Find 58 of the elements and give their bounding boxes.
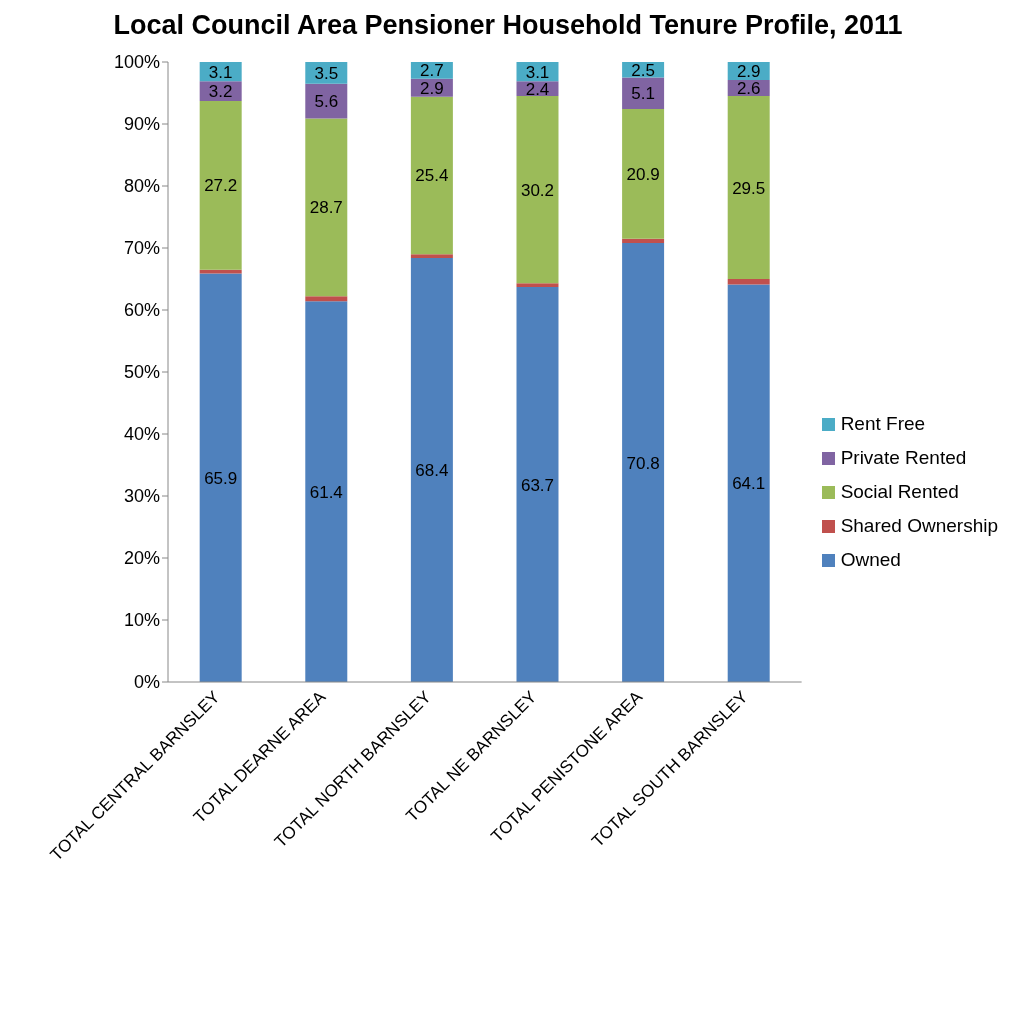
y-tick-label: 100% bbox=[113, 52, 160, 73]
bar bbox=[410, 257, 453, 682]
bar bbox=[516, 287, 559, 682]
data-label: 28.7 bbox=[309, 198, 343, 218]
data-label: 70.8 bbox=[626, 453, 660, 473]
data-label: 3.1 bbox=[208, 62, 233, 82]
data-label: 30.2 bbox=[520, 180, 555, 200]
data-label: 25.4 bbox=[415, 166, 449, 186]
data-label: 2.7 bbox=[420, 61, 444, 81]
bar bbox=[516, 283, 559, 288]
y-tick-label: 60% bbox=[123, 300, 160, 321]
data-label: 2.9 bbox=[420, 78, 444, 98]
y-tick-label: 0% bbox=[133, 672, 160, 693]
data-label: 2.5 bbox=[631, 60, 655, 80]
legend-label: Owned bbox=[840, 549, 901, 571]
bar bbox=[305, 296, 348, 302]
data-label: 61.4 bbox=[309, 482, 343, 502]
bar bbox=[622, 238, 665, 244]
chart-title: Local Council Area Pensioner Household Tenure Profile, 2011 bbox=[112, 9, 904, 42]
bar bbox=[410, 96, 453, 255]
bar bbox=[727, 96, 770, 279]
bar bbox=[199, 273, 242, 682]
bar bbox=[622, 243, 665, 682]
legend-label: Social Rented bbox=[840, 481, 959, 503]
data-label: 63.7 bbox=[520, 475, 555, 495]
data-label: 5.6 bbox=[314, 92, 339, 112]
y-tick-label: 20% bbox=[123, 548, 160, 569]
data-label: 2.9 bbox=[736, 62, 761, 82]
y-tick-label: 80% bbox=[123, 176, 160, 197]
bar bbox=[305, 301, 348, 682]
data-label: 27.2 bbox=[204, 176, 238, 196]
bar bbox=[516, 96, 559, 284]
bar bbox=[410, 254, 453, 258]
data-label: 3.1 bbox=[525, 62, 550, 82]
data-label: 2.4 bbox=[525, 79, 550, 99]
y-tick-label: 30% bbox=[123, 486, 160, 507]
legend-label: Rent Free bbox=[840, 413, 926, 435]
data-label: 29.5 bbox=[732, 178, 766, 198]
data-label: 20.9 bbox=[626, 164, 660, 184]
bar bbox=[727, 284, 770, 682]
data-label: 2.6 bbox=[736, 79, 761, 99]
data-label: 64.1 bbox=[732, 474, 766, 494]
bar bbox=[305, 118, 348, 297]
legend-label: Shared Ownership bbox=[840, 515, 998, 537]
legend-label: Private Rented bbox=[840, 447, 967, 469]
data-label: 65.9 bbox=[204, 468, 238, 488]
y-tick-label: 70% bbox=[123, 238, 160, 259]
bar bbox=[199, 101, 242, 270]
data-label: 3.5 bbox=[314, 63, 339, 83]
bar bbox=[622, 109, 665, 239]
data-label: 3.2 bbox=[208, 82, 233, 102]
y-tick-label: 50% bbox=[123, 362, 160, 383]
y-tick-label: 40% bbox=[123, 424, 160, 445]
y-tick-label: 10% bbox=[123, 610, 160, 631]
data-label: 5.1 bbox=[631, 84, 655, 104]
bar bbox=[727, 279, 770, 285]
data-label: 68.4 bbox=[415, 460, 449, 480]
y-tick-label: 90% bbox=[123, 114, 160, 135]
